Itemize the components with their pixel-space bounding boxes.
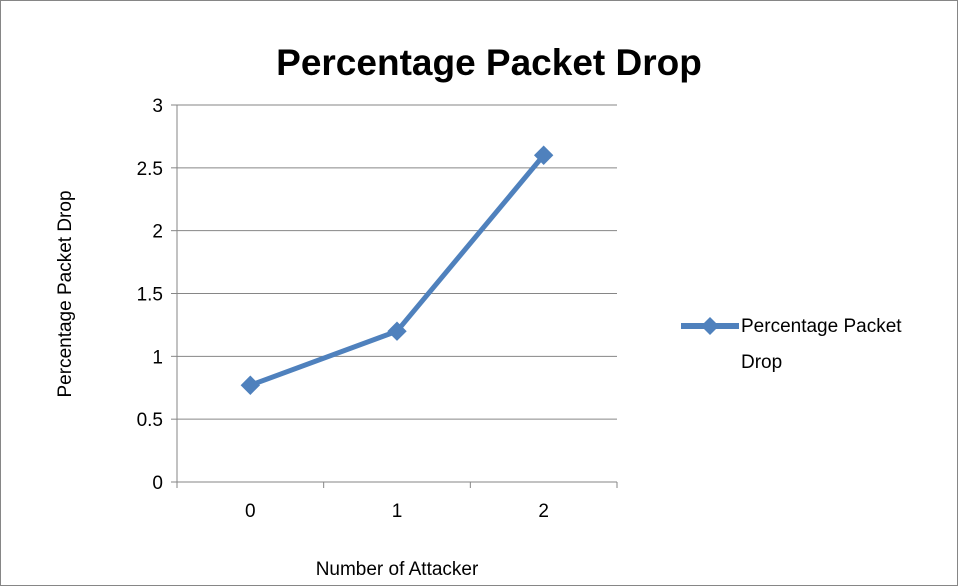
legend-diamond-marker [701, 317, 719, 335]
y-tick-label: 2 [152, 222, 163, 243]
y-tick-labels: 0 0.5 1 1.5 2 2.5 3 [137, 96, 163, 494]
y-tick-label: 3 [152, 96, 163, 117]
y-tick-label: 0 [152, 473, 163, 494]
y-axis-label: Percentage Packet Drop [55, 190, 76, 397]
legend-label: Percentage Packet [741, 316, 902, 337]
chart-title: Percentage Packet Drop [276, 42, 702, 83]
x-tick-labels: 0 1 2 [245, 501, 549, 522]
data-point-marker [387, 321, 407, 341]
series-line [249, 153, 546, 388]
x-tick-label: 0 [245, 501, 256, 522]
y-tick-label: 1.5 [137, 285, 163, 306]
y-tick-label: 2.5 [137, 159, 163, 180]
gridlines [177, 104, 617, 420]
y-tick-label: 0.5 [137, 410, 163, 431]
x-tick-label: 1 [392, 501, 403, 522]
x-tick-label: 2 [538, 501, 549, 522]
y-tick-label: 1 [152, 347, 163, 368]
x-axis-label: Number of Attacker [316, 559, 479, 580]
data-point-marker [240, 375, 261, 395]
data-point-marker [533, 145, 554, 165]
series-plot [240, 145, 554, 395]
legend-label-continued: Drop [741, 352, 782, 373]
axes [171, 104, 618, 488]
legend: Percentage Packet Drop [681, 316, 902, 373]
